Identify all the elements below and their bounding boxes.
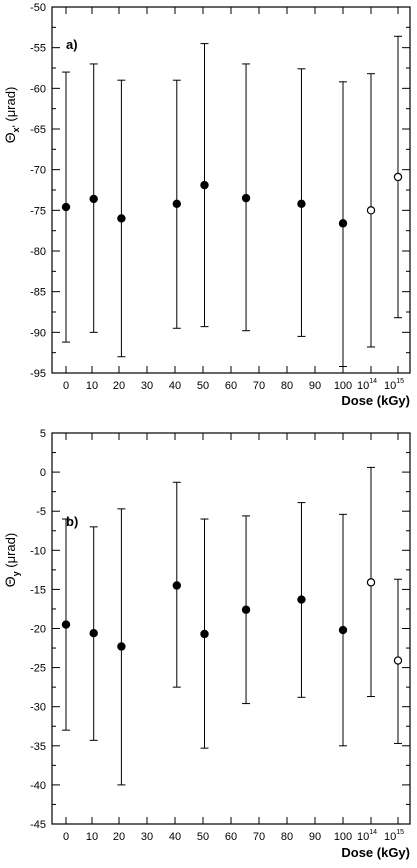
x-axis-title: Dose (kGy) — [341, 393, 410, 408]
data-point-open — [393, 172, 403, 182]
x-axis-title: Dose (kGy) — [341, 845, 410, 860]
data-point — [200, 629, 209, 639]
y-tick-label: 0 — [40, 467, 46, 479]
panel-label: b) — [66, 514, 78, 529]
y-tick-label: -45 — [30, 819, 46, 831]
data-point — [241, 605, 251, 614]
data-point — [172, 199, 181, 209]
plot-frame — [51, 6, 411, 374]
data-point — [200, 180, 209, 190]
y-tick-label: -90 — [30, 327, 46, 339]
x-tick-label: 10 — [86, 831, 98, 843]
x-tick-label: 50 — [197, 380, 209, 392]
data-point — [338, 625, 348, 635]
y-axis-title-unit: (μrad) — [3, 533, 18, 572]
x-tick-label-exponent: 14 — [369, 829, 377, 836]
x-tick-label: 100 — [334, 380, 352, 392]
y-tick-label: -85 — [30, 287, 46, 299]
plot-frame — [51, 432, 411, 825]
x-tick-label: 40 — [169, 380, 181, 392]
y-tick-label: -95 — [30, 368, 46, 380]
y-tick-label: -60 — [30, 83, 46, 95]
y-tick-label: -25 — [30, 663, 46, 675]
data-point-open — [366, 578, 376, 587]
panel-b: 50-5-10-15-20-25-30-35-40-450 10 20 30 40 50 6… — [2, 428, 411, 860]
y-axis-title-subscript: x' — [11, 125, 21, 132]
x-tick-label: 20 — [113, 831, 125, 843]
data-point — [117, 642, 126, 651]
y-tick-label: -15 — [30, 584, 46, 596]
y-tick-label: 5 — [40, 428, 46, 440]
x-tick-label: 0 — [63, 380, 69, 392]
data-point-open — [366, 206, 376, 215]
y-axis-title: Θy (μrad) — [2, 533, 21, 587]
data-point — [338, 219, 348, 228]
x-tick-label: 80 — [281, 380, 293, 392]
x-tick-label-power: 1014 — [357, 829, 377, 843]
x-tick-label-exponent: 14 — [369, 378, 377, 385]
x-tick-label: 40 — [169, 831, 181, 843]
y-tick-label: -10 — [30, 545, 46, 557]
x-tick-label: 70 — [253, 831, 265, 843]
data-point-open — [393, 656, 403, 665]
y-tick-label: -80 — [30, 246, 46, 258]
data-point — [61, 202, 71, 212]
x-tick-label-exponent: 15 — [396, 378, 404, 385]
y-axis-title-subscript: y — [11, 571, 21, 576]
y-tick-label: -30 — [30, 702, 46, 714]
x-tick-label: 90 — [309, 831, 321, 843]
y-tick-label: -5 — [36, 506, 46, 518]
x-tick-label: 70 — [253, 380, 265, 392]
y-axis-title-symbol: Θ — [2, 132, 18, 143]
data-point — [89, 194, 98, 204]
x-tick-label: 60 — [225, 380, 237, 392]
x-tick-label-base: 10 — [384, 831, 396, 843]
x-tick-label: 60 — [225, 831, 237, 843]
x-tick-label-base: 10 — [357, 380, 369, 392]
data-point — [241, 193, 251, 203]
x-tick-label: 90 — [309, 380, 321, 392]
x-tick-label: 30 — [141, 380, 153, 392]
data-point — [297, 595, 306, 604]
data-point — [172, 581, 181, 590]
y-tick-label: -50 — [30, 2, 46, 14]
y-tick-label: -40 — [30, 780, 46, 792]
data-point — [61, 620, 71, 629]
x-tick-label-base: 10 — [357, 831, 369, 843]
x-tick-label: 10 — [86, 380, 98, 392]
data-point — [117, 214, 126, 223]
y-tick-label: -20 — [30, 624, 46, 636]
x-tick-label: 80 — [281, 831, 293, 843]
y-axis-title-unit: (μrad) — [3, 87, 18, 126]
x-tick-label: 20 — [113, 380, 125, 392]
x-tick-label: 50 — [197, 831, 209, 843]
x-tick-label: 30 — [141, 831, 153, 843]
y-tick-label: -55 — [30, 43, 46, 55]
panel-a: -50 -55 -60 -65 -70 -75 -80 -85 -90 -95 0 10 20 30 40 5… — [2, 2, 411, 408]
x-tick-label: 0 — [63, 831, 69, 843]
y-tick-label: -75 — [30, 205, 46, 217]
x-tick-label: 100 — [334, 831, 352, 843]
y-tick-label: -35 — [30, 741, 46, 753]
y-axis-title: Θx' (μrad) — [2, 87, 21, 144]
x-tick-label-exponent: 15 — [396, 829, 404, 836]
y-axis-title-symbol: Θ — [2, 576, 18, 587]
y-tick-label: -65 — [30, 124, 46, 136]
y-tick-label: -70 — [30, 165, 46, 177]
x-tick-label-power: 1014 — [357, 378, 377, 392]
panel-label: a) — [66, 37, 78, 52]
x-tick-label-power: 1015 — [384, 378, 404, 392]
data-point — [297, 199, 306, 209]
x-tick-label-base: 10 — [384, 380, 396, 392]
data-point — [89, 628, 98, 638]
x-tick-label-power: 1015 — [384, 829, 404, 843]
